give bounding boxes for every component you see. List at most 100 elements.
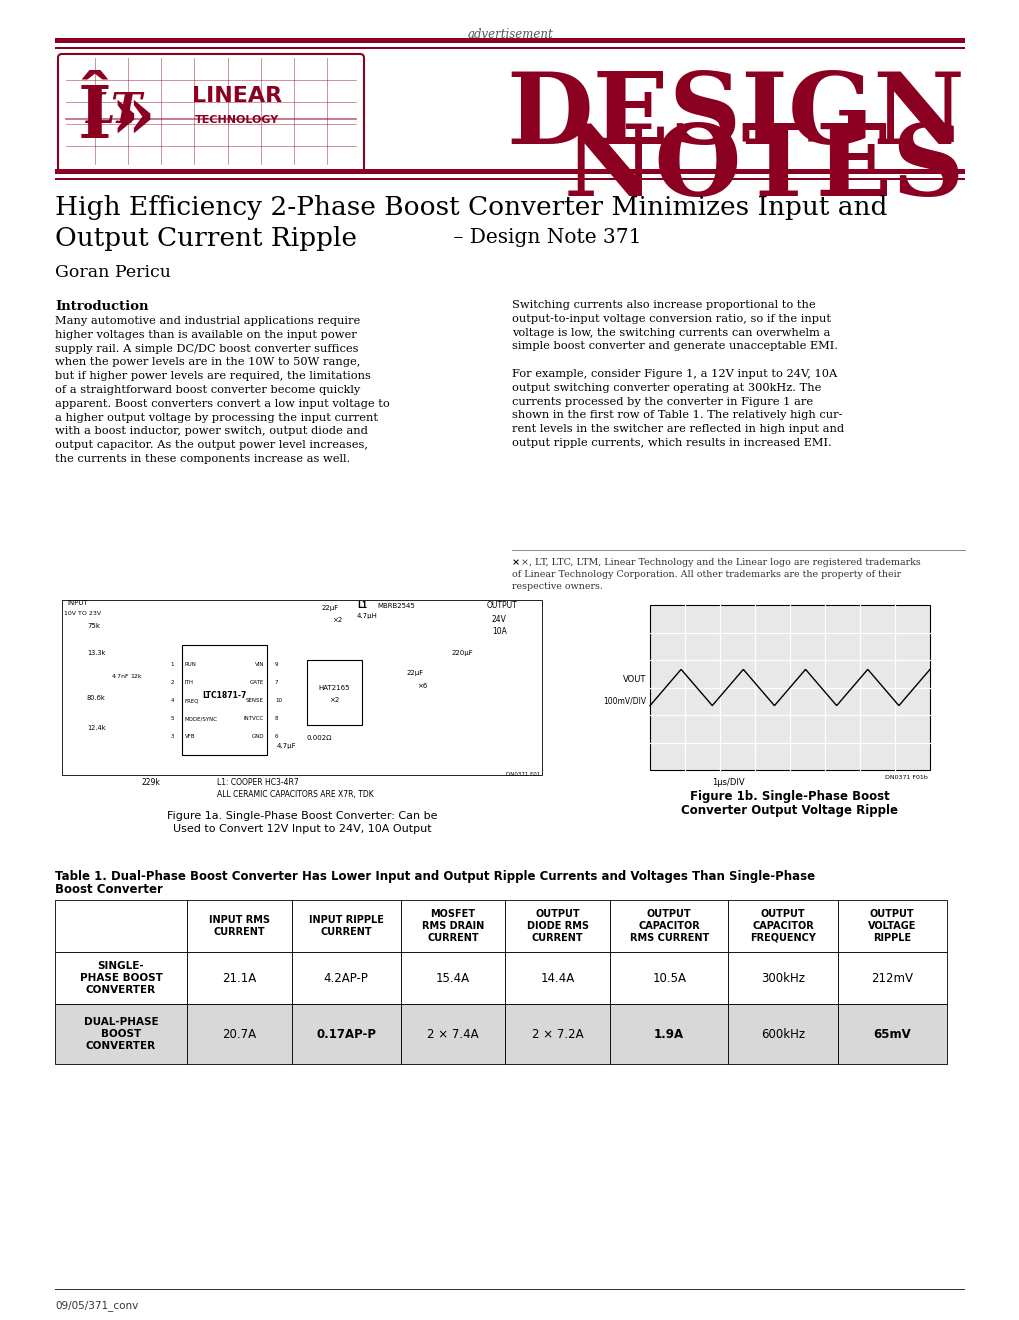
Text: Switching currents also increase proportional to the: Switching currents also increase proport…	[512, 300, 815, 310]
Text: 10.5A: 10.5A	[651, 972, 686, 985]
Bar	[186, 952, 291, 1005]
Text: High Efficiency 2-Phase Boost Converter Minimizes Input and: High Efficiency 2-Phase Boost Converter …	[55, 195, 887, 220]
Text: 0.002Ω: 0.002Ω	[307, 735, 332, 741]
Text: ×6: ×6	[417, 682, 427, 689]
Text: VIN: VIN	[255, 663, 264, 668]
Text: L1: COOPER HC3-4R7: L1: COOPER HC3-4R7	[217, 777, 299, 787]
Text: 7: 7	[275, 681, 278, 685]
Text: 24V: 24V	[491, 615, 506, 624]
Text: INPUT RMS
CURRENT: INPUT RMS CURRENT	[209, 915, 269, 937]
Text: LT: LT	[86, 90, 143, 132]
Text: 9: 9	[275, 663, 278, 668]
Text: currents processed by the converter in Figure 1 are: currents processed by the converter in F…	[512, 396, 812, 407]
Text: ×2: ×2	[329, 697, 339, 704]
Text: DN0371 F01: DN0371 F01	[505, 772, 539, 777]
Text: VOUT: VOUT	[622, 675, 645, 684]
Bar	[55, 900, 186, 952]
Text: ×, LT, LTC, LTM, Linear Technology and the Linear logo are registered trademarks: ×, LT, LTC, LTM, Linear Technology and t…	[521, 558, 920, 568]
Text: a higher output voltage by processing the input current: a higher output voltage by processing th…	[55, 413, 378, 422]
Text: voltage is low, the switching currents can overwhelm a: voltage is low, the switching currents c…	[512, 327, 829, 338]
Text: 10V TO 23V: 10V TO 23V	[64, 611, 101, 616]
Text: Output Current Ripple: Output Current Ripple	[55, 226, 357, 251]
Bar	[186, 1005, 291, 1064]
Text: 4.7μH: 4.7μH	[357, 612, 377, 619]
Text: of Linear Technology Corporation. All other trademarks are the property of their: of Linear Technology Corporation. All ot…	[512, 570, 900, 579]
Text: advertisement: advertisement	[467, 28, 552, 41]
Bar	[728, 952, 837, 1005]
Text: SINGLE-
PHASE BOOST
CONVERTER: SINGLE- PHASE BOOST CONVERTER	[79, 961, 162, 995]
Text: 8: 8	[275, 717, 278, 722]
Text: MOSFET
RMS DRAIN
CURRENT: MOSFET RMS DRAIN CURRENT	[422, 909, 484, 942]
Text: output switching converter operating at 300kHz. The: output switching converter operating at …	[512, 383, 820, 393]
Text: Î»: Î»	[77, 82, 156, 153]
Text: Figure 1b. Single-Phase Boost: Figure 1b. Single-Phase Boost	[690, 789, 889, 803]
Bar	[649, 605, 929, 770]
Text: 220μF: 220μF	[451, 649, 473, 656]
Bar	[181, 645, 267, 755]
Bar	[837, 952, 946, 1005]
Text: respective owners.: respective owners.	[512, 582, 602, 591]
Text: 15.4A: 15.4A	[436, 972, 470, 985]
Text: 20.7A: 20.7A	[222, 1027, 256, 1040]
Text: Boost Converter: Boost Converter	[55, 883, 163, 896]
Text: Used to Convert 12V Input to 24V, 10A Output: Used to Convert 12V Input to 24V, 10A Ou…	[172, 824, 431, 834]
Text: GATE: GATE	[250, 681, 264, 685]
Text: 4.2AP-P: 4.2AP-P	[323, 972, 368, 985]
Text: 600kHz: 600kHz	[760, 1027, 804, 1040]
Bar	[55, 38, 964, 44]
Bar	[400, 1005, 505, 1064]
Bar	[400, 900, 505, 952]
Text: 100mV/DIV: 100mV/DIV	[602, 696, 645, 705]
Text: OUTPUT
CAPACITOR
FREQUENCY: OUTPUT CAPACITOR FREQUENCY	[749, 909, 815, 942]
Text: 300kHz: 300kHz	[760, 972, 804, 985]
Bar	[505, 952, 609, 1005]
Bar	[55, 952, 186, 1005]
Text: 12.4k: 12.4k	[87, 725, 106, 731]
Bar	[505, 1005, 609, 1064]
Text: OUTPUT
VOLTAGE
RIPPLE: OUTPUT VOLTAGE RIPPLE	[867, 909, 915, 942]
Bar	[728, 1005, 837, 1064]
Text: 229k: 229k	[142, 777, 161, 787]
Bar	[186, 900, 291, 952]
Text: DN0371 F01b: DN0371 F01b	[884, 775, 927, 780]
Bar	[291, 900, 400, 952]
Text: 09/05/371_conv: 09/05/371_conv	[55, 1300, 139, 1311]
FancyBboxPatch shape	[58, 54, 364, 172]
Bar	[837, 1005, 946, 1064]
Text: 0.17AP-P: 0.17AP-P	[316, 1027, 376, 1040]
Text: OUTPUT
DIODE RMS
CURRENT: OUTPUT DIODE RMS CURRENT	[526, 909, 588, 942]
Text: 4: 4	[170, 698, 174, 704]
Text: the currents in these components increase as well.: the currents in these components increas…	[55, 454, 350, 465]
Text: Table 1. Dual-Phase Boost Converter Has Lower Input and Output Ripple Currents a: Table 1. Dual-Phase Boost Converter Has …	[55, 870, 814, 883]
Bar	[291, 952, 400, 1005]
Text: FREQ: FREQ	[184, 698, 200, 704]
Text: INTVCC: INTVCC	[244, 717, 264, 722]
Text: supply rail. A simple DC/DC boost converter suffices: supply rail. A simple DC/DC boost conver…	[55, 343, 358, 354]
Text: MODE/SYNC: MODE/SYNC	[184, 717, 218, 722]
Text: 2 × 7.4A: 2 × 7.4A	[427, 1027, 479, 1040]
Text: SENSE: SENSE	[246, 698, 264, 704]
Text: 6: 6	[275, 734, 278, 739]
Bar	[400, 952, 505, 1005]
Text: ×2: ×2	[331, 616, 342, 623]
Bar	[291, 1005, 400, 1064]
Text: 4.7nF: 4.7nF	[112, 675, 129, 678]
Text: OUTPUT
CAPACITOR
RMS CURRENT: OUTPUT CAPACITOR RMS CURRENT	[629, 909, 708, 942]
Text: 2 × 7.2A: 2 × 7.2A	[532, 1027, 583, 1040]
Bar	[505, 900, 609, 952]
Bar	[728, 900, 837, 952]
Text: 13.3k: 13.3k	[87, 649, 105, 656]
Text: 14.4A: 14.4A	[540, 972, 575, 985]
Text: 10: 10	[275, 698, 281, 704]
Text: For example, consider Figure 1, a 12V input to 24V, 10A: For example, consider Figure 1, a 12V in…	[512, 370, 837, 379]
Bar	[307, 660, 362, 725]
Text: ITH: ITH	[184, 681, 194, 685]
Text: DESIGN: DESIGN	[505, 69, 964, 165]
Bar	[55, 178, 964, 180]
Bar	[55, 48, 964, 49]
Text: 1.9A: 1.9A	[653, 1027, 684, 1040]
Bar	[55, 1288, 964, 1290]
Text: LINEAR: LINEAR	[192, 86, 282, 106]
Text: 21.1A: 21.1A	[222, 972, 256, 985]
Text: L1: L1	[357, 601, 367, 610]
